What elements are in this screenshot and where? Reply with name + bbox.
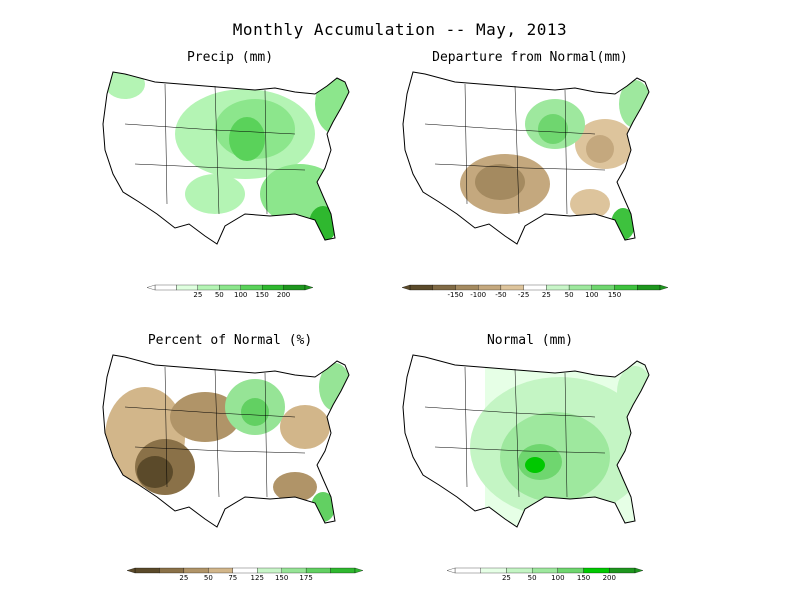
legend-swatch: [281, 567, 307, 574]
legend-swatch: [134, 567, 160, 574]
legend-swatch: [455, 284, 479, 291]
legend-swatch: [197, 284, 220, 291]
legend-label: 150: [255, 291, 268, 298]
legend-label: 150: [608, 291, 621, 298]
legend-swatch: [183, 567, 209, 574]
legend-label: -50: [495, 291, 506, 298]
legend-swatches: [446, 567, 644, 574]
normal-legend: 25 50 100 150 200: [446, 567, 644, 581]
legend-swatch: [480, 567, 507, 574]
panel-title: Precip (mm): [186, 50, 274, 65]
legend-swatches: [146, 284, 314, 291]
legend-labels: -150 -100 -50 -25 25 50 100 150: [448, 291, 622, 298]
legend-swatch: [159, 567, 185, 574]
legend-label: 125: [251, 574, 264, 581]
legend-label: 50: [528, 574, 537, 581]
legend-label: 25: [502, 574, 511, 581]
panel-departure: Departure from Normal(mm) -150 -100 -50 -25…: [395, 50, 669, 320]
legend-label: 100: [585, 291, 598, 298]
legend-swatches: [401, 284, 669, 291]
legend-label: 50: [215, 291, 224, 298]
legend-swatch: [257, 567, 282, 574]
legend-arrow-left: [446, 567, 456, 574]
legend-swatch: [583, 567, 610, 574]
legend-arrow-left: [146, 284, 156, 291]
legend-swatch: [557, 567, 584, 574]
legend-swatch: [240, 284, 263, 291]
legend-label: 100: [234, 291, 247, 298]
legend-swatch: [305, 567, 331, 574]
legend-swatch: [546, 284, 570, 291]
legend-label: 150: [577, 574, 590, 581]
legend-label: 100: [551, 574, 564, 581]
panel-normal: Normal (mm) 25 50 100 150 200: [395, 333, 665, 603]
legend-label: 150: [275, 574, 288, 581]
normal-map: [402, 354, 650, 528]
legend-label: 25: [193, 291, 202, 298]
legend-arrow-left: [126, 567, 136, 574]
legend-label: -150: [448, 291, 464, 298]
legend-label: -100: [470, 291, 486, 298]
legend-labels: 25 50 100 150 200: [193, 291, 290, 298]
legend-swatch: [523, 284, 547, 291]
legend-label: -25: [518, 291, 529, 298]
panel-percent: Percent of Normal (%) 25 50 75 125 150 175: [95, 333, 365, 603]
legend-label: 75: [228, 574, 237, 581]
legend-label: 25: [542, 291, 551, 298]
percent-legend: 25 50 75 125 150 175: [126, 567, 364, 581]
legend-swatch: [283, 284, 306, 291]
legend-swatch: [409, 284, 433, 291]
legend-swatch: [637, 284, 661, 291]
legend-swatch: [176, 284, 199, 291]
legend-arrow-right: [354, 567, 364, 574]
legend-swatch: [568, 284, 592, 291]
precip-map: [102, 71, 350, 245]
legend-swatch: [330, 567, 356, 574]
legend-label: 200: [603, 574, 616, 581]
legend-arrow-right: [304, 284, 314, 291]
panel-title: Percent of Normal (%): [147, 333, 313, 348]
legend-swatch: [531, 567, 559, 574]
legend-swatch: [591, 284, 615, 291]
departure-legend: -150 -100 -50 -25 25 50 100 150: [401, 284, 669, 298]
legend-label: 200: [277, 291, 290, 298]
legend-label: 50: [565, 291, 574, 298]
legend-arrow-right: [659, 284, 669, 291]
legend-label: 50: [204, 574, 213, 581]
legend-swatch: [454, 567, 481, 574]
legend-swatch: [500, 284, 524, 291]
legend-swatch: [432, 284, 456, 291]
legend-swatch: [506, 567, 533, 574]
legend-labels: 25 50 100 150 200: [502, 574, 616, 581]
panel-title: Normal (mm): [486, 333, 574, 348]
panel-title: Departure from Normal(mm): [432, 50, 628, 65]
legend-swatch: [478, 284, 502, 291]
page-title: Monthly Accumulation -- May, 2013: [232, 20, 568, 39]
legend-swatch: [232, 567, 258, 574]
precip-legend: 25 50 100 150 200: [146, 284, 314, 298]
legend-label: 25: [179, 574, 188, 581]
panel-precip: Precip (mm) 25 50 100 150 200: [95, 50, 365, 320]
departure-map: [402, 71, 650, 245]
legend-swatches: [126, 567, 364, 574]
legend-swatch: [614, 284, 638, 291]
percent-map: [102, 354, 350, 528]
legend-swatch: [609, 567, 636, 574]
legend-arrow-right: [634, 567, 644, 574]
legend-swatch: [261, 284, 284, 291]
legend-swatch: [154, 284, 177, 291]
legend-arrow-left: [401, 284, 411, 291]
legend-swatch: [219, 284, 241, 291]
legend-labels: 25 50 75 125 150 175: [179, 574, 312, 581]
legend-swatch: [208, 567, 233, 574]
legend-label: 175: [299, 574, 312, 581]
